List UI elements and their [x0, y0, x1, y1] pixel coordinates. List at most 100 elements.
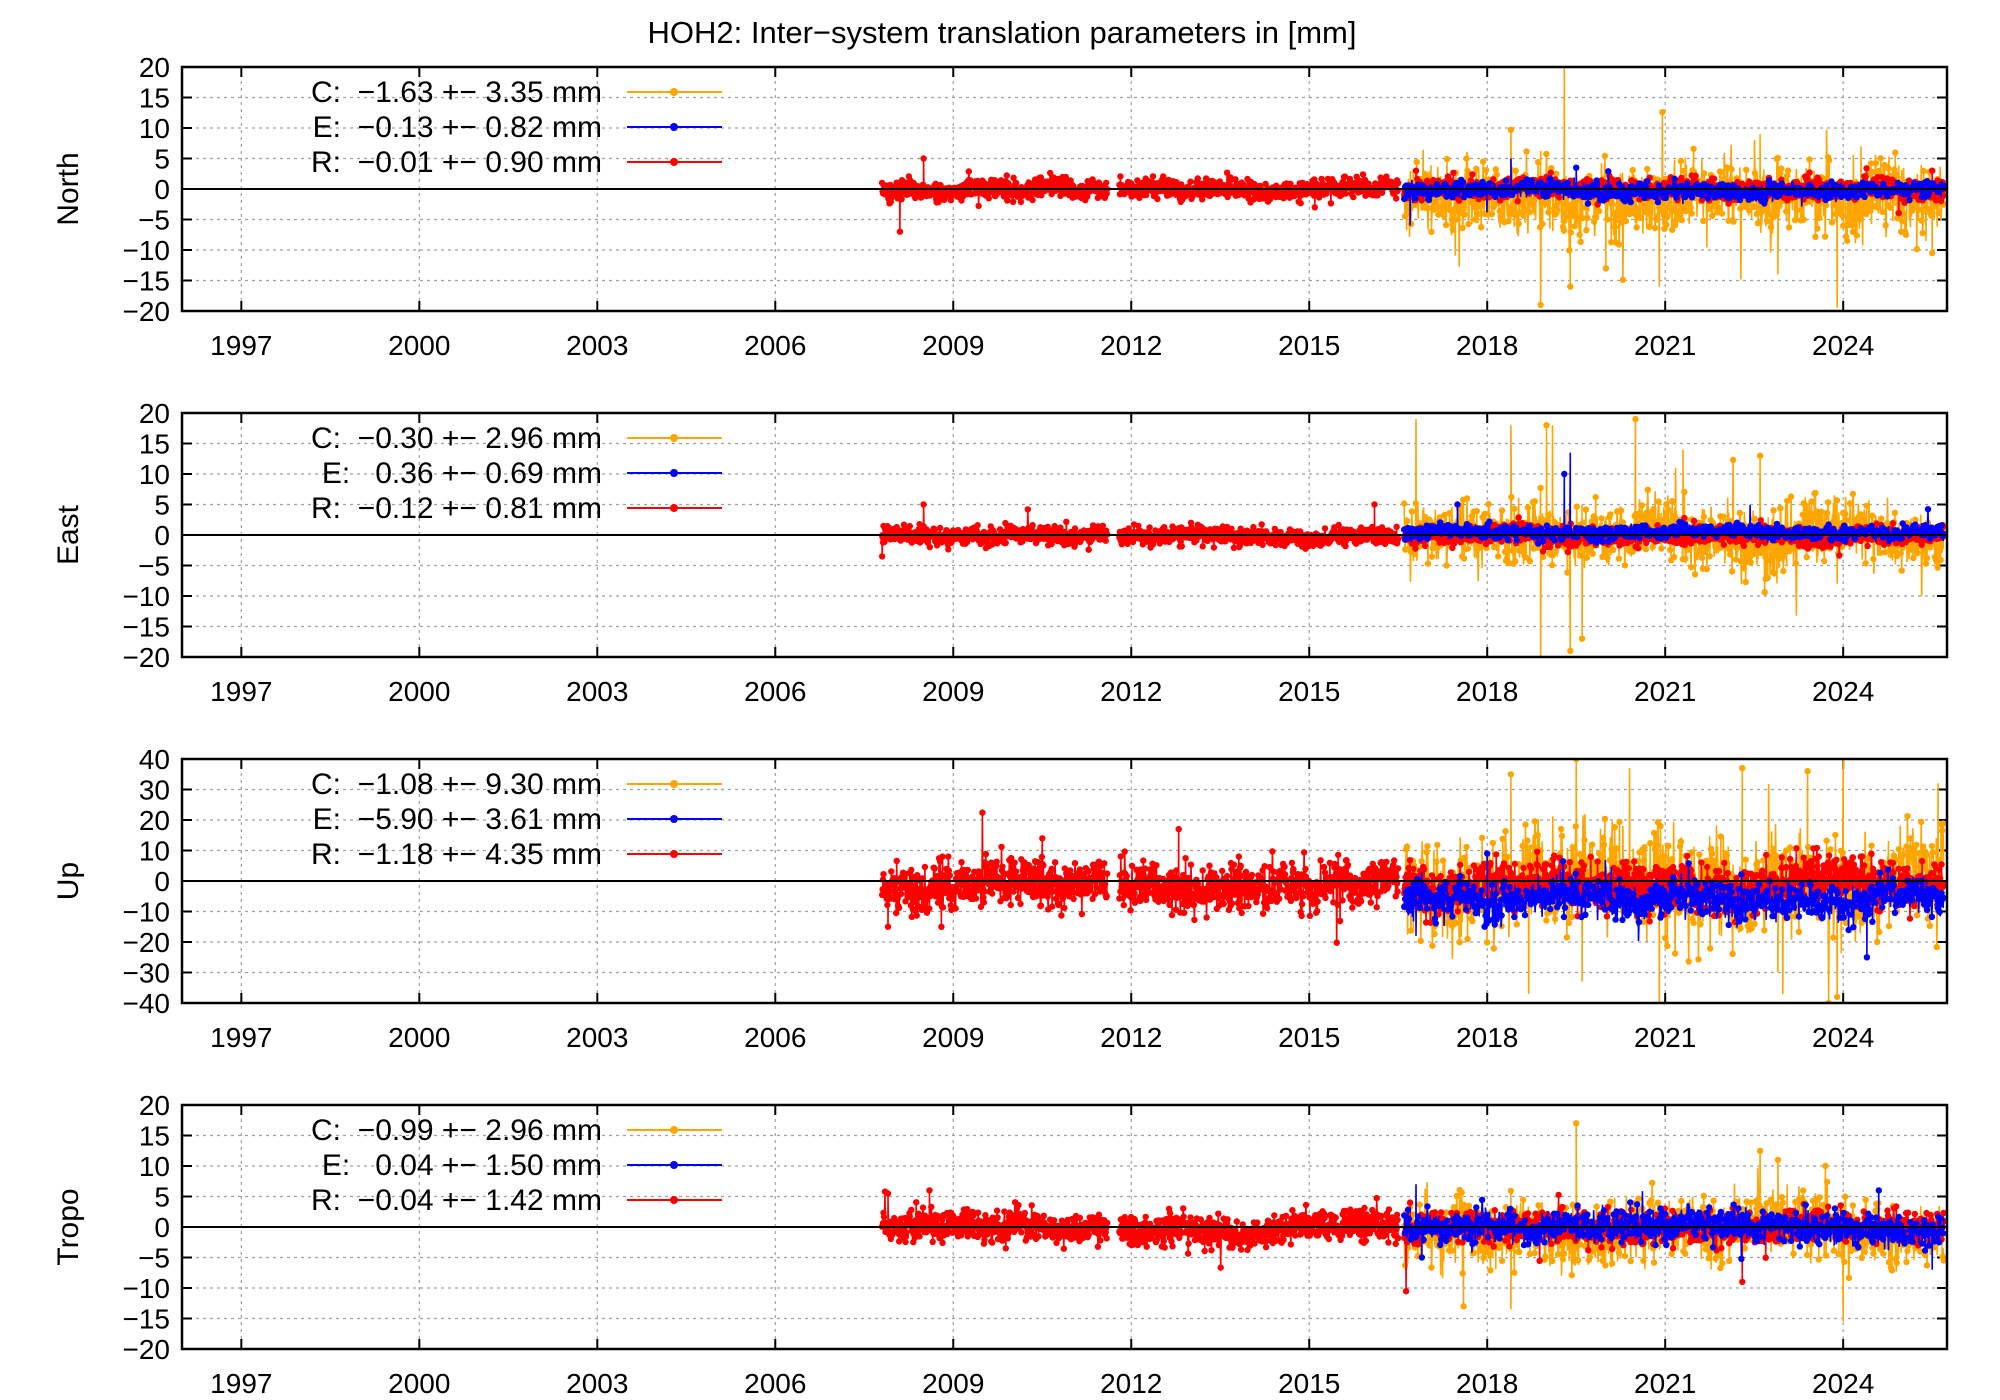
- data-point-c: [1914, 549, 1921, 557]
- data-point-c: [1812, 233, 1819, 240]
- data-point-r: [1710, 175, 1718, 183]
- data-point-c: [1646, 223, 1653, 230]
- data-point-c: [1411, 550, 1419, 558]
- data-point-e: [1593, 177, 1600, 184]
- data-point-r: [945, 546, 952, 553]
- data-point-c: [1870, 555, 1877, 563]
- data-point-c: [1665, 506, 1672, 513]
- data-point-c: [1542, 200, 1549, 207]
- data-point-c: [1768, 542, 1775, 549]
- data-point-c: [1621, 562, 1629, 569]
- data-point-r: [1063, 518, 1070, 525]
- data-point-e: [1671, 175, 1678, 183]
- data-point-r: [1327, 200, 1335, 207]
- data-point-e: [1543, 182, 1550, 189]
- data-point-r: [1514, 198, 1521, 205]
- data-point-c: [1900, 210, 1908, 217]
- data-point-c: [1497, 213, 1504, 220]
- data-point-e: [1688, 194, 1696, 201]
- data-point-e: [1564, 179, 1572, 186]
- data-point-c: [1823, 510, 1831, 517]
- data-point-c: [1515, 220, 1522, 227]
- data-point-c: [1681, 488, 1688, 496]
- data-point-c: [1545, 511, 1552, 519]
- data-point-e: [1684, 180, 1691, 187]
- data-point-r: [975, 202, 982, 210]
- data-point-c: [1578, 552, 1585, 559]
- data-point-r: [1002, 519, 1009, 527]
- data-point-r: [898, 196, 905, 203]
- data-point-c: [1784, 167, 1792, 174]
- data-point-c: [1491, 543, 1498, 551]
- data-point-r: [1002, 539, 1009, 547]
- data-point-c: [1498, 507, 1506, 514]
- data-point-c: [1732, 556, 1740, 563]
- data-point-c: [1541, 517, 1549, 524]
- data-point-c: [1730, 218, 1737, 225]
- data-point-r: [1134, 177, 1141, 184]
- data-point-r: [1469, 171, 1476, 178]
- data-point-e: [1754, 193, 1761, 201]
- data-point-c: [1902, 231, 1910, 239]
- data-point-c: [1831, 519, 1839, 526]
- data-point-c: [1471, 199, 1478, 206]
- data-point-e: [1616, 191, 1624, 198]
- data-point-c: [1682, 208, 1690, 215]
- data-point-c: [1853, 232, 1861, 239]
- data-point-c: [1786, 546, 1794, 553]
- data-point-e: [1662, 194, 1670, 202]
- data-point-c: [1413, 158, 1421, 166]
- data-point-c: [1700, 217, 1707, 224]
- data-point-c: [1728, 568, 1736, 575]
- data-point-r: [920, 155, 927, 162]
- data-point-c: [1701, 170, 1708, 177]
- data-point-c: [1535, 159, 1542, 166]
- data-point-c: [1677, 157, 1685, 165]
- y-tick-label: −5: [138, 551, 170, 582]
- data-point-c: [1473, 507, 1481, 515]
- data-point-e: [1528, 177, 1536, 184]
- data-point-c: [1609, 200, 1616, 208]
- data-point-c: [1816, 214, 1823, 221]
- data-point-e: [1412, 195, 1419, 202]
- data-point-c: [1577, 238, 1584, 246]
- data-point-c: [1899, 218, 1906, 225]
- data-point-r: [1359, 171, 1367, 178]
- data-point-c: [1877, 155, 1884, 162]
- data-point-c: [1680, 167, 1688, 175]
- data-point-r: [1038, 192, 1045, 199]
- data-point-e: [1637, 190, 1644, 197]
- data-point-e: [1641, 194, 1648, 202]
- data-point-c: [1756, 452, 1764, 459]
- y-tick-label: 5: [154, 490, 170, 521]
- data-point-r: [1199, 543, 1206, 550]
- data-point-c: [1838, 203, 1845, 210]
- data-point-c: [1633, 224, 1640, 231]
- data-point-r: [1692, 172, 1699, 179]
- data-point-c: [1771, 209, 1779, 217]
- data-point-c: [1464, 545, 1472, 552]
- data-point-r: [1698, 197, 1706, 204]
- data-point-c: [1448, 216, 1456, 223]
- data-point-c: [1644, 165, 1651, 173]
- data-point-c: [1660, 208, 1667, 216]
- data-point-c: [1935, 209, 1942, 217]
- data-point-e: [1486, 180, 1493, 187]
- data-point-r: [885, 188, 893, 196]
- data-point-r: [926, 543, 933, 551]
- y-tick-label: 0: [154, 174, 170, 205]
- data-point-c: [1780, 567, 1787, 575]
- data-point-c: [1839, 212, 1846, 219]
- data-point-c: [1778, 555, 1785, 562]
- data-point-r: [1003, 172, 1010, 179]
- data-point-c: [1523, 148, 1530, 155]
- data-point-e: [1861, 193, 1868, 200]
- data-point-c: [1764, 218, 1771, 225]
- data-point-r: [1394, 179, 1402, 187]
- data-point-r: [1121, 190, 1128, 198]
- data-point-c: [1649, 543, 1656, 551]
- data-point-r: [935, 198, 942, 206]
- data-point-c: [1784, 497, 1791, 505]
- data-point-c: [1509, 547, 1516, 554]
